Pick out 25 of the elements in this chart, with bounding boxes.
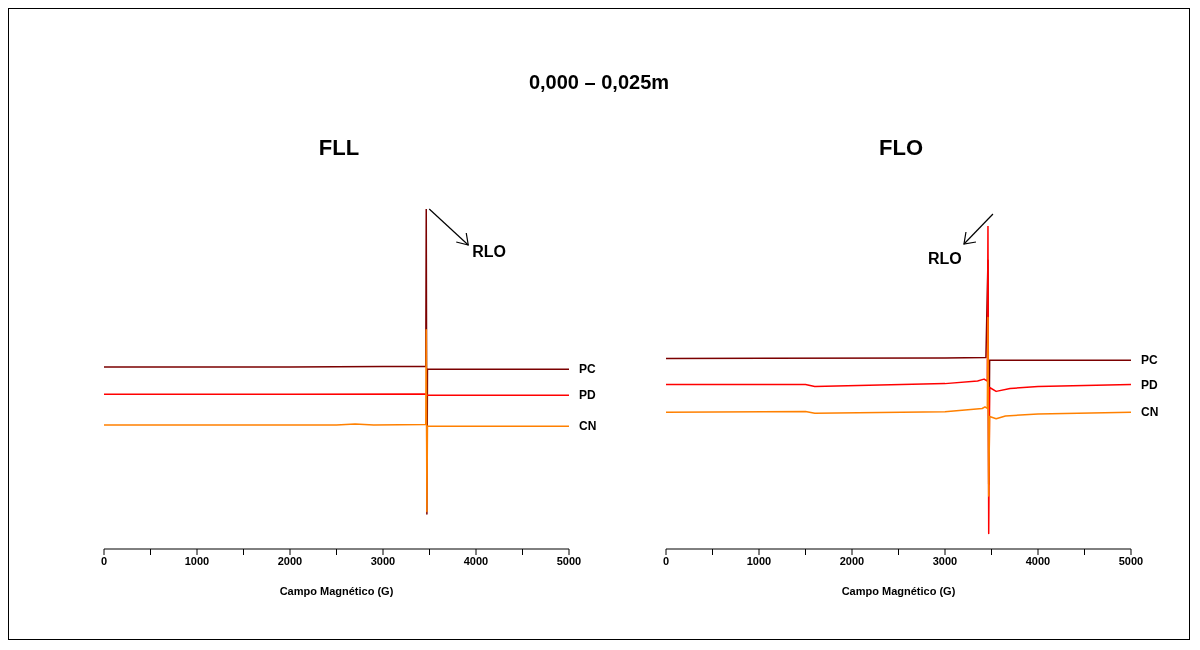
x-tick-label: 3000 [932,554,958,567]
x-tick-label: 5000 [556,554,582,567]
x-tick-label: 0 [662,554,670,567]
x-axis-title: Campo Magnético (G) [279,585,394,597]
x-tick-label: 4000 [463,554,489,567]
series-label: PC [579,362,596,377]
annotation: RLO [927,250,962,267]
x-tick-label: 1000 [184,554,210,567]
x-tick-label: 2000 [839,554,865,567]
x-tick-label: 0 [100,554,108,567]
x-tick-label: 4000 [1025,554,1051,567]
series-label: PD [1141,377,1158,392]
annotation: RLO [472,243,507,260]
chart-subtitle: FLL [317,135,361,161]
x-tick-label: 3000 [370,554,396,567]
chart-title: 0,000 – 0,025m [527,71,671,94]
series-label: PC [1141,353,1158,368]
chart-subtitle: FLO [878,135,924,161]
series-label: CN [1141,405,1159,420]
x-axis-title: Campo Magnético (G) [841,585,956,597]
series-label: PD [579,388,596,403]
series-label: CN [579,419,597,434]
x-tick-label: 5000 [1118,554,1144,567]
x-tick-label: 1000 [746,554,772,567]
x-tick-label: 2000 [277,554,303,567]
